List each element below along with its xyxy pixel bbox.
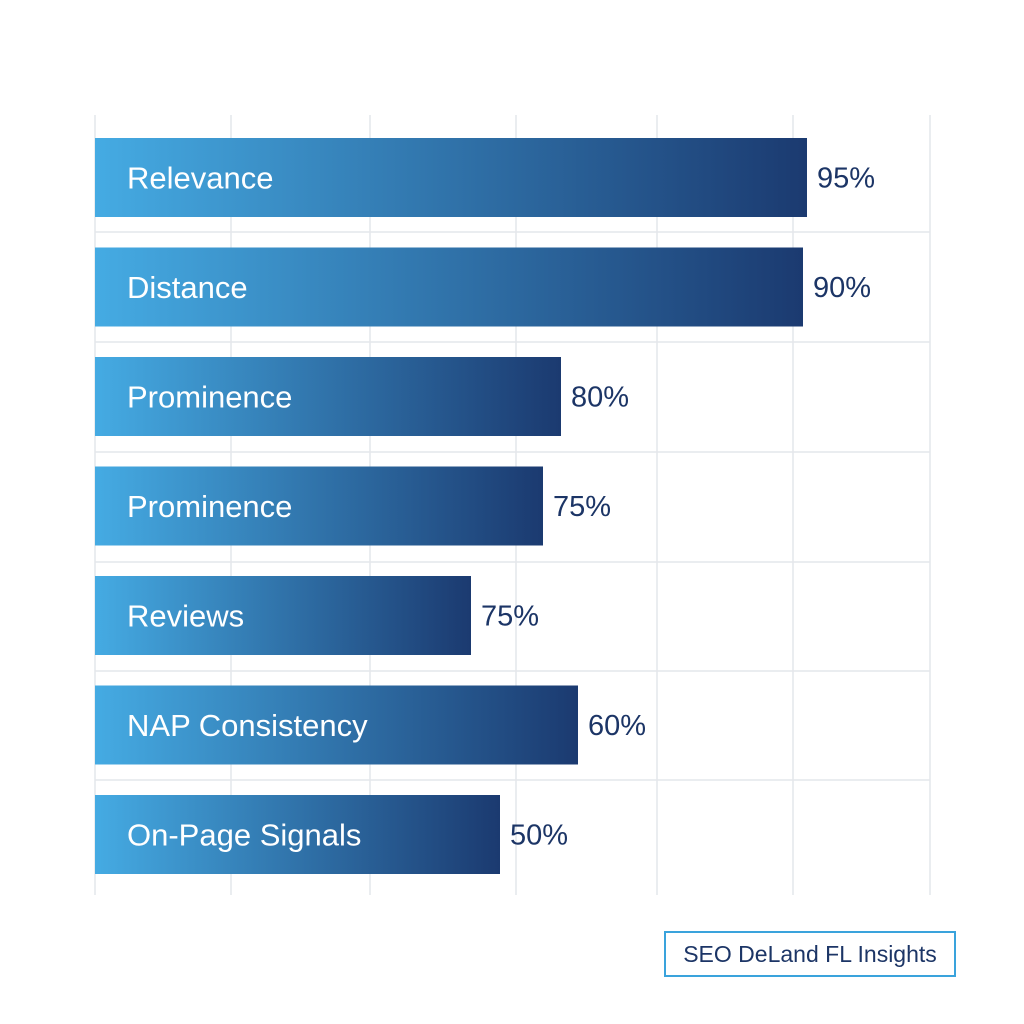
bar-category-label: On-Page Signals (127, 818, 361, 853)
bar-group: NAP Consistency 60% (95, 685, 646, 765)
bar-value-label: 75% (481, 601, 539, 633)
bar-group: Prominence 75% (95, 466, 611, 546)
bar-value-label: 95% (817, 163, 875, 195)
bars: Relevance 95%Distance 90%Prominence 80%Prom… (95, 138, 875, 874)
bar (95, 357, 561, 436)
bar-group: Distance 90% (95, 247, 871, 327)
bar-category-label: Prominence (127, 489, 292, 524)
bar-value-label: 60% (588, 710, 646, 742)
bar-group: Reviews 75% (95, 576, 539, 655)
grid (94, 115, 931, 895)
bar-value-label: 80% (571, 382, 629, 414)
bar (95, 466, 543, 546)
bar (95, 138, 807, 217)
bar-category-label: Reviews (127, 599, 244, 634)
bar (95, 247, 803, 327)
bar (95, 795, 500, 874)
bar-group: Prominence 80% (95, 357, 629, 436)
bar-value-label: 90% (813, 272, 871, 304)
bar-category-label: Distance (127, 270, 248, 305)
bar (95, 576, 471, 655)
bar-group: Relevance 95% (95, 138, 875, 217)
bar-category-label: NAP Consistency (127, 708, 368, 743)
bar-group: On-Page Signals 50% (95, 795, 568, 874)
brand-badge: SEO DeLand FL Insights (664, 931, 956, 977)
bar-value-label: 75% (553, 491, 611, 523)
bar-value-label: 50% (510, 820, 568, 852)
bar-category-label: Prominence (127, 380, 292, 415)
bar (95, 685, 578, 765)
bar-category-label: Relevance (127, 161, 273, 196)
